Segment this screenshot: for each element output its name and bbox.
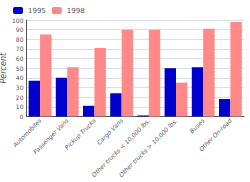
svg-text:80: 80 <box>16 36 24 43</box>
svg-text:Buses: Buses <box>188 117 206 135</box>
svg-text:40: 40 <box>16 74 24 81</box>
svg-text:90: 90 <box>16 26 24 33</box>
svg-text:1995: 1995 <box>28 7 46 15</box>
svg-text:Cargo Vans: Cargo Vans <box>95 116 125 146</box>
svg-text:Passenger Vans: Passenger Vans <box>31 117 70 156</box>
svg-text:60: 60 <box>16 55 24 62</box>
svg-text:50: 50 <box>16 65 24 72</box>
svg-text:100: 100 <box>12 17 24 24</box>
svg-text:Other On-road: Other On-road <box>197 117 233 153</box>
svg-text:Percent: Percent <box>0 52 8 83</box>
svg-text:1998: 1998 <box>67 7 85 15</box>
svg-text:Pickup Trucks: Pickup Trucks <box>63 117 98 152</box>
svg-text:0: 0 <box>20 113 24 120</box>
svg-text:10: 10 <box>16 103 24 110</box>
svg-text:Other trucks > 10,000 lbs.: Other trucks > 10,000 lbs. <box>117 117 178 178</box>
svg-text:20: 20 <box>16 94 24 101</box>
svg-text:70: 70 <box>16 45 24 52</box>
svg-text:Other trucks < 10,000 lbs.: Other trucks < 10,000 lbs. <box>90 116 152 179</box>
svg-text:Automobiles: Automobiles <box>11 116 43 149</box>
svg-text:30: 30 <box>16 84 24 91</box>
